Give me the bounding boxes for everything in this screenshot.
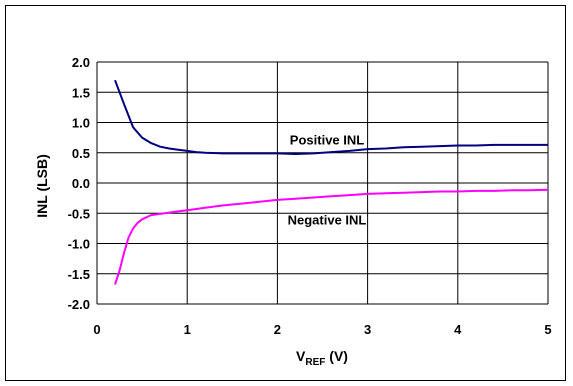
x-tick-label: 2 [274, 322, 281, 337]
x-axis-label: VREF (V) [296, 348, 348, 368]
y-tick-label: 1.0 [72, 116, 90, 131]
y-tick-label: 0.0 [72, 176, 90, 191]
annotation-label: Positive INL [290, 132, 364, 147]
y-tick-label: -0.5 [68, 206, 90, 221]
x-tick-labels: 0 1 2 3 4 5 [93, 322, 551, 337]
x-axis-label-subscript: REF [305, 357, 325, 368]
y-tick-label: -1.0 [68, 237, 90, 252]
series-lines [114, 79, 549, 285]
x-axis-label-main: V [296, 348, 306, 364]
annotation-label: Negative INL [288, 212, 367, 227]
y-tick-label: 0.5 [72, 146, 90, 161]
y-tick-label: -1.5 [68, 267, 90, 282]
series-line-negative-inl [114, 188, 549, 285]
x-tick-label: 1 [184, 322, 191, 337]
grid [96, 61, 549, 305]
y-tick-labels: 2.0 1.5 1.0 0.5 0.0 -0.5 -1.0 -1.5 -2.0 [68, 55, 90, 312]
chart-frame [5, 5, 566, 381]
x-axis-label-unit: (V) [325, 348, 348, 364]
y-tick-label: 1.5 [72, 85, 90, 100]
y-tick-label: -2.0 [68, 297, 90, 312]
y-axis-label: INL (LSB) [34, 154, 50, 218]
series-line-positive-inl [114, 79, 548, 155]
x-tick-label: 4 [454, 322, 462, 337]
y-tick-label: 2.0 [72, 55, 90, 70]
x-tick-label: 3 [364, 322, 371, 337]
x-tick-label: 5 [544, 322, 551, 337]
x-tick-label: 0 [93, 322, 100, 337]
annotations: Positive INL Negative INL [288, 132, 367, 227]
